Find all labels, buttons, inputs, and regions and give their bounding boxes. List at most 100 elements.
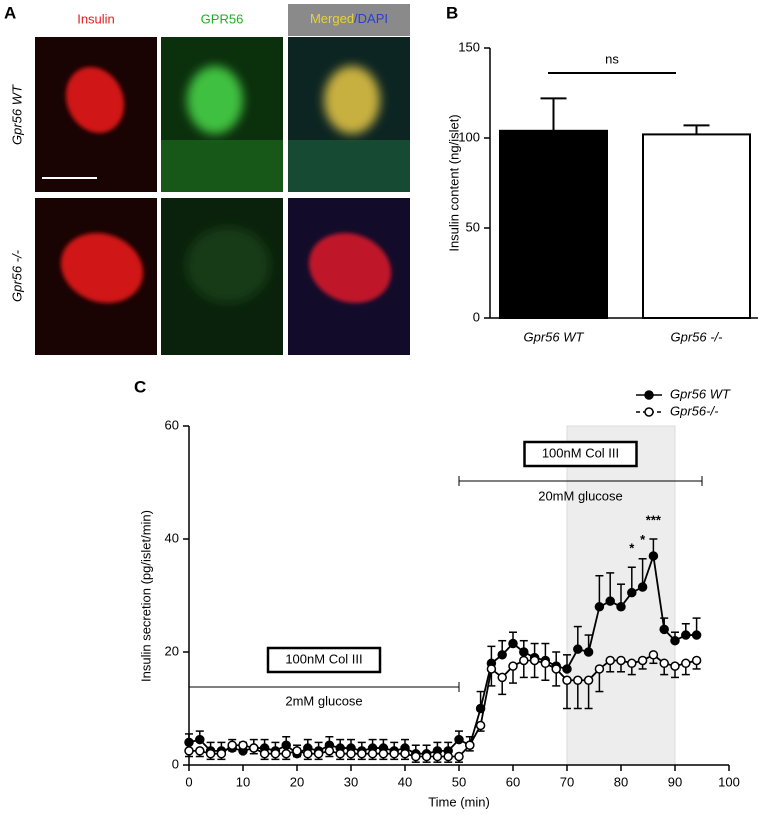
y-tick-label: 100 [458, 129, 480, 144]
point [184, 746, 194, 756]
point [216, 748, 227, 759]
islet [186, 227, 270, 303]
row-label: Gpr56 WT [9, 84, 24, 145]
point [616, 655, 626, 666]
point [627, 587, 637, 598]
point [562, 664, 572, 674]
point [670, 661, 680, 671]
point [670, 635, 680, 646]
significance-label: * [640, 532, 646, 547]
y-tick-label: 40 [165, 530, 179, 545]
point [432, 751, 443, 762]
y-tick-label: 0 [473, 309, 480, 324]
legend-label: Gpr56-/- [670, 403, 719, 418]
point [691, 655, 702, 666]
point [454, 734, 464, 745]
x-tick-label: 10 [236, 774, 250, 789]
point [648, 551, 659, 561]
x-tick-label: 50 [452, 774, 466, 789]
y-tick-label: 150 [458, 39, 480, 54]
y-tick-label: 0 [172, 756, 179, 771]
y-tick-label: 20 [165, 643, 179, 658]
point [637, 582, 648, 592]
point [594, 664, 605, 674]
panel-label: C [134, 377, 146, 396]
legend-marker [644, 407, 654, 417]
point [465, 740, 475, 750]
x-tick-label: 100 [718, 774, 740, 789]
x-axis-label: Time (min) [428, 794, 490, 809]
x-tick-label: Gpr56 -/- [670, 329, 723, 344]
point [497, 650, 507, 660]
point [195, 746, 205, 756]
point [648, 650, 659, 660]
point [659, 658, 669, 669]
significance-label: *** [646, 512, 662, 527]
point [367, 748, 378, 759]
point [227, 740, 237, 750]
point [205, 748, 216, 759]
point [519, 647, 529, 657]
islet [324, 66, 380, 134]
point [605, 596, 615, 606]
point [335, 748, 345, 759]
point [573, 644, 583, 654]
point [594, 602, 605, 612]
point [583, 647, 594, 657]
point [292, 746, 302, 756]
x-tick-label: 90 [668, 774, 682, 789]
islet [60, 232, 144, 304]
x-tick-label: 80 [614, 774, 628, 789]
bar [499, 129, 608, 319]
point [389, 748, 399, 759]
point [324, 746, 335, 756]
point [421, 751, 432, 762]
bracket-sublabel: 2mM glucose [285, 693, 362, 708]
point [605, 655, 615, 666]
point [259, 748, 270, 759]
micrographs [35, 37, 410, 355]
point [659, 624, 669, 635]
y-axis-label: Insulin content (ng/islet) [446, 114, 461, 251]
header-box [288, 4, 410, 36]
point [475, 720, 486, 731]
bracket-label: 100nM Col III [542, 445, 619, 460]
tissue [161, 140, 283, 192]
point [486, 664, 497, 674]
bar [642, 133, 751, 319]
x-tick-label: 30 [344, 774, 358, 789]
label-box [523, 440, 638, 468]
annotation: ns [605, 51, 619, 66]
point [270, 748, 281, 759]
point [519, 655, 529, 666]
point [551, 664, 561, 674]
point [497, 672, 507, 683]
legend-marker [644, 390, 654, 400]
y-axis-label: Insulin secretion (pg/islet/min) [138, 510, 153, 682]
point [378, 748, 389, 759]
point [540, 658, 551, 669]
islet [308, 232, 392, 304]
bracket-sublabel: 20mM glucose [538, 488, 623, 503]
point [411, 751, 421, 762]
point [184, 737, 194, 748]
point [637, 655, 648, 666]
islet [65, 66, 125, 134]
islet [187, 66, 243, 134]
point [691, 630, 702, 640]
point [249, 743, 259, 753]
panel-label: B [446, 3, 458, 22]
point [400, 748, 410, 759]
point [313, 748, 324, 759]
point [573, 675, 583, 685]
point [529, 655, 540, 666]
point [627, 658, 637, 669]
point [281, 740, 291, 750]
bracket-label: 100nM Col III [285, 651, 362, 666]
tissue [288, 140, 410, 192]
legend-label: Gpr56 WT [670, 386, 731, 401]
merged-label: Merged [310, 11, 354, 26]
point [346, 748, 356, 759]
x-tick-label: 60 [506, 774, 520, 789]
